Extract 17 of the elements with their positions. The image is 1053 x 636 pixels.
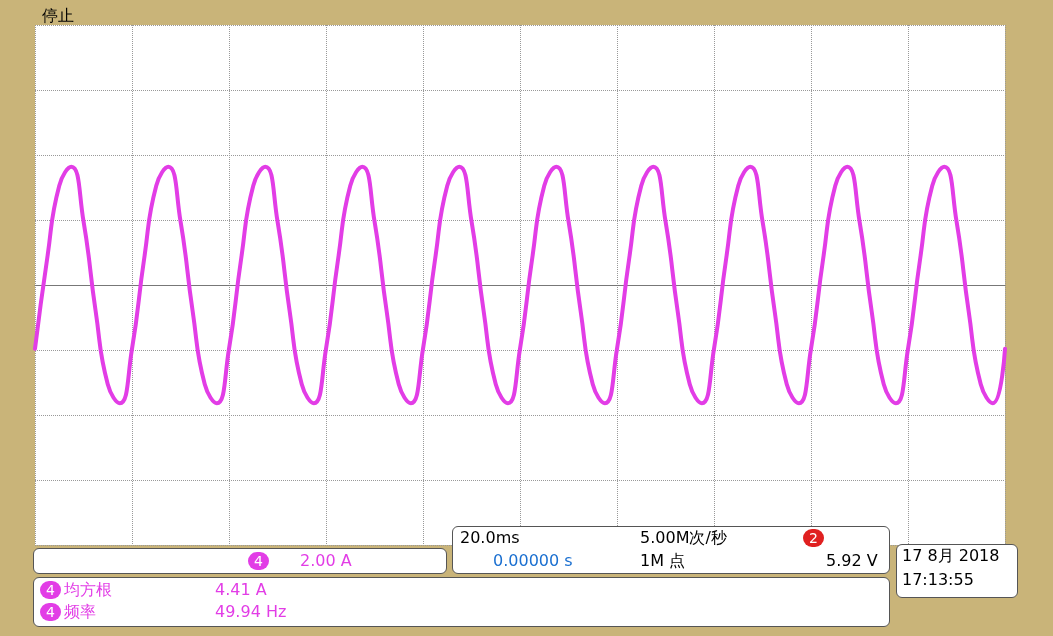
text: 均方根 (64, 580, 112, 600)
text: 17:13:55 (902, 570, 974, 590)
text: 2.00 A (300, 551, 352, 571)
text: 49.94 Hz (215, 602, 287, 622)
text: 5.00M次/秒 (640, 528, 727, 548)
text: 17 8月 2018 (902, 546, 1000, 566)
text: 5.92 V (826, 551, 878, 571)
text: 1M 点 (640, 551, 686, 571)
text: 停止 (42, 6, 74, 26)
text: 4.41 A (215, 580, 267, 600)
text: 2 (803, 529, 824, 547)
text: 4 (40, 603, 61, 621)
text: 4 (248, 552, 269, 570)
text: 0.00000 s (493, 551, 573, 571)
text: 频率 (64, 602, 96, 622)
text: 4 (40, 581, 61, 599)
text: 20.0ms (460, 528, 520, 548)
